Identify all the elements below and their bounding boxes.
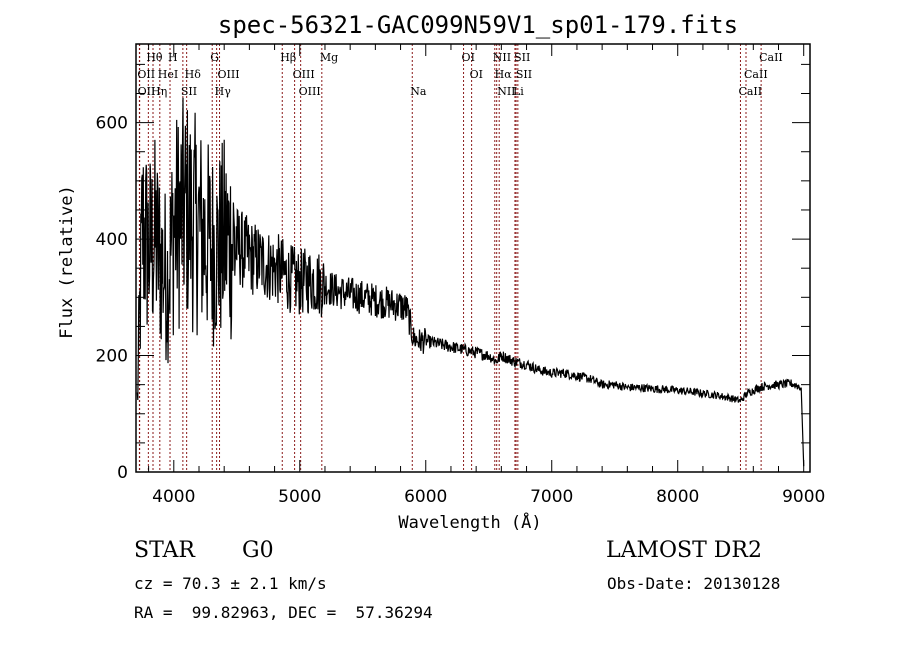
spectral-line-label: Hη xyxy=(151,85,167,98)
x-tick-label: 8000 xyxy=(656,487,699,507)
spectral-line-label: HeI xyxy=(158,68,178,81)
spectral-line-label: H xyxy=(168,51,178,64)
x-tick-label: 7000 xyxy=(530,487,573,507)
x-tick-label: 6000 xyxy=(404,487,447,507)
x-tick-label: 4000 xyxy=(152,487,195,507)
spectral-line-label: Hδ xyxy=(185,68,202,81)
spectral-line-label: OIII xyxy=(299,85,321,98)
spectral-line-label: NII xyxy=(493,51,511,64)
coordinates-readout: RA = 99.82963, DEC = 57.36294 xyxy=(134,603,433,622)
spectral-line-label: CaII xyxy=(744,68,768,81)
x-tick-label: 9000 xyxy=(782,487,825,507)
spectral-line-label: OI xyxy=(462,51,475,64)
plot-frame xyxy=(135,43,811,473)
x-tick-label: 5000 xyxy=(278,487,321,507)
spectral-line-label: NII xyxy=(497,85,515,98)
spectral-line-label: SII xyxy=(516,68,532,81)
obs-date: Obs-Date: 20130128 xyxy=(607,574,781,593)
spectral-line-label: G xyxy=(210,51,219,64)
spectral-line-label: Mg xyxy=(320,51,338,64)
spectral-line-label: CaII xyxy=(759,51,783,64)
y-tick-label: 0 xyxy=(117,463,128,483)
spectral-line-label: Hθ xyxy=(146,51,163,64)
spectral-line-label: OI xyxy=(470,68,483,81)
spectral-line-label: Na xyxy=(410,85,427,98)
spectral-line-label: SII xyxy=(181,85,197,98)
chart-title: spec-56321-GAC099N59V1_sp01-179.fits xyxy=(218,11,738,39)
object-class: STAR xyxy=(134,538,195,563)
spectrum-line xyxy=(136,97,805,467)
object-subclass: G0 xyxy=(242,538,274,563)
y-axis-ticks: 0 200 400 600 xyxy=(96,63,810,483)
spectral-line-label: OIII xyxy=(218,68,240,81)
spectral-line-label: Li xyxy=(513,85,524,98)
y-tick-label: 400 xyxy=(96,230,128,250)
x-axis-label: Wavelength (Å) xyxy=(398,511,541,533)
y-tick-label: 600 xyxy=(96,114,128,134)
x-axis-ticks: 4000 5000 6000 7000 8000 9000 xyxy=(148,44,825,507)
redshift-readout: cz = 70.3 ± 2.1 km/s xyxy=(134,574,327,593)
spectral-line-label: OII xyxy=(137,68,155,81)
spectral-line-label: Hα xyxy=(495,68,513,81)
spectral-line-label: OIII xyxy=(293,68,315,81)
spectral-line-label: Hβ xyxy=(280,51,296,64)
spectral-line-label: OII xyxy=(138,85,156,98)
y-axis-label: Flux (relative) xyxy=(57,185,77,339)
spectral-line-label: SII xyxy=(514,51,530,64)
survey-name: LAMOST DR2 xyxy=(606,538,762,563)
spectral-line-label: Hγ xyxy=(215,85,232,98)
spectral-line-label: CaII xyxy=(738,85,762,98)
y-tick-label: 200 xyxy=(96,347,128,367)
